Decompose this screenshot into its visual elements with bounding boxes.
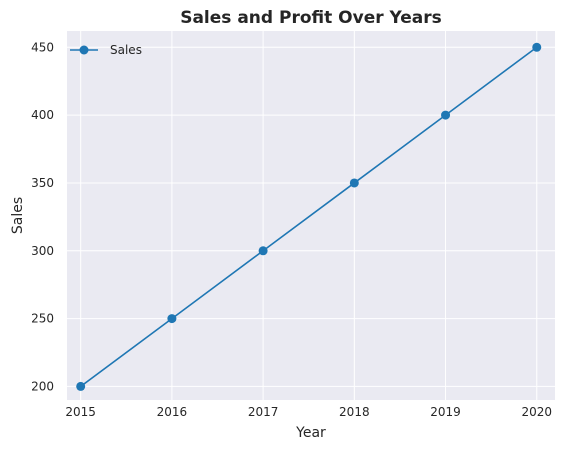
legend-marker [79,45,89,55]
y-axis-ticks: 200 250 300 350 400 450 [31,40,54,393]
data-point [76,381,86,391]
chart-title: Sales and Profit Over Years [180,8,442,28]
data-point [258,246,268,256]
x-axis-label: Year [295,425,326,441]
y-tick-label: 400 [31,108,54,122]
y-tick-label: 350 [31,176,54,190]
data-point [441,110,451,120]
y-tick-label: 250 [31,312,54,326]
x-tick-label: 2015 [65,405,96,419]
grid [67,31,555,400]
y-axis-label: Sales [10,197,26,234]
x-tick-label: 2019 [430,405,461,419]
series-line-sales [80,46,538,388]
x-tick-label: 2018 [339,405,370,419]
y-tick-label: 200 [31,379,54,393]
x-tick-label: 2016 [157,405,188,419]
series-layer [76,42,542,391]
x-tick-label: 2017 [248,405,279,419]
legend-label: Sales [110,43,142,57]
data-point [349,178,359,188]
legend: Sales [70,43,142,57]
x-tick-label: 2020 [521,405,552,419]
data-point [167,314,177,324]
x-axis-ticks: 2015 2016 2017 2018 2019 2020 [65,405,552,419]
data-point [532,42,542,52]
y-tick-label: 300 [31,244,54,258]
y-tick-label: 450 [31,40,54,54]
